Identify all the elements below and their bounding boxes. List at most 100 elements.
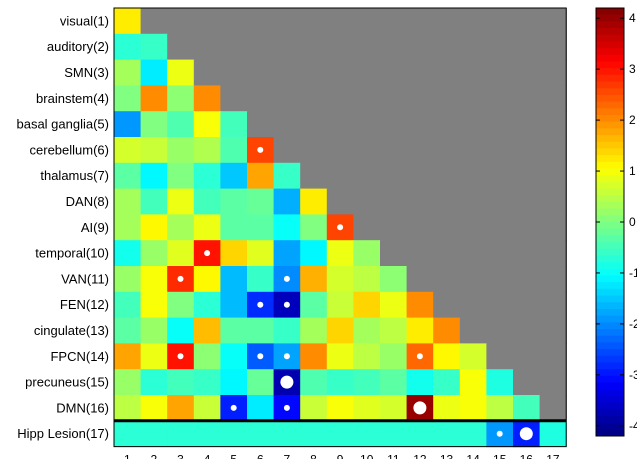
- column-label: 13: [440, 453, 454, 459]
- significance-marker: [413, 401, 427, 415]
- empty-cell: [380, 214, 408, 241]
- colorbar-tick-label: 2: [629, 113, 636, 127]
- empty-cell: [486, 33, 514, 61]
- empty-cell: [539, 111, 567, 138]
- heatmap-cell: [247, 188, 275, 215]
- heatmap-cells: [114, 8, 567, 448]
- heatmap-cell: [247, 369, 275, 396]
- empty-cell: [380, 111, 408, 138]
- colorbar-segment: [596, 195, 624, 203]
- colorbar-tick-label: 0: [629, 215, 636, 229]
- colorbar-tick-label: -4: [629, 419, 637, 433]
- column-label: 16: [520, 453, 534, 459]
- column-label: 10: [360, 453, 374, 459]
- heatmap-cell: [406, 369, 434, 396]
- heatmap-cell: [140, 420, 168, 448]
- heatmap-cell: [247, 420, 275, 448]
- heatmap-cell: [353, 395, 381, 422]
- colorbar-segment: [596, 315, 624, 323]
- empty-cell: [273, 111, 301, 138]
- empty-cell: [380, 85, 408, 112]
- heatmap-cell: [273, 240, 301, 267]
- colorbar-segment: [596, 275, 624, 283]
- heatmap-cell: [406, 291, 434, 319]
- empty-cell: [486, 111, 514, 138]
- empty-cell: [380, 240, 408, 267]
- empty-cell: [486, 8, 514, 35]
- empty-cell: [486, 214, 514, 241]
- heatmap-cell: [114, 33, 142, 61]
- heatmap-cell: [193, 343, 221, 370]
- empty-cell: [247, 33, 275, 61]
- empty-cell: [486, 188, 514, 215]
- empty-cell: [273, 137, 301, 164]
- significance-marker: [337, 224, 344, 231]
- heatmap-cell: [114, 395, 142, 422]
- heatmap-cell: [220, 266, 248, 293]
- colorbar-segment: [596, 108, 624, 116]
- empty-cell: [406, 59, 434, 86]
- row-label: DAN(8): [66, 194, 109, 209]
- empty-cell: [539, 343, 567, 370]
- colorbar-tick-label: -1: [629, 266, 637, 280]
- heatmap-cell: [300, 214, 328, 241]
- colorbar-segment: [596, 121, 624, 129]
- empty-cell: [513, 8, 541, 35]
- column-label: 11: [387, 453, 400, 459]
- empty-cell: [459, 111, 487, 138]
- heatmap-cell: [326, 266, 354, 293]
- empty-cell: [273, 8, 301, 35]
- row-label: basal ganglia(5): [16, 117, 109, 132]
- row-label: cerebellum(6): [30, 142, 109, 157]
- heatmap-cell: [353, 291, 381, 319]
- empty-cell: [193, 33, 221, 61]
- empty-cell: [486, 343, 514, 370]
- empty-cell: [539, 317, 567, 344]
- heatmap-cell: [114, 369, 142, 396]
- colorbar-segment: [596, 222, 624, 230]
- heatmap-cell: [140, 59, 168, 86]
- heatmap-cell: [140, 214, 168, 241]
- significance-marker: [283, 275, 290, 282]
- empty-cell: [406, 111, 434, 138]
- empty-cell: [220, 33, 248, 61]
- colorbar-segment: [596, 382, 624, 390]
- heatmap-cell: [326, 343, 354, 370]
- heatmap-cell: [247, 214, 275, 241]
- empty-cell: [513, 111, 541, 138]
- colorbar-segment: [596, 54, 624, 62]
- empty-cell: [513, 240, 541, 267]
- colorbar-segment: [596, 262, 624, 270]
- heatmap-cell: [380, 317, 408, 344]
- significance-marker: [416, 353, 423, 360]
- empty-cell: [380, 188, 408, 215]
- heatmap-cell: [300, 317, 328, 344]
- heatmap-cell: [114, 8, 142, 35]
- heatmap-cell: [220, 240, 248, 267]
- empty-cell: [539, 33, 567, 61]
- empty-cell: [167, 33, 195, 61]
- colorbar-tick-label: 1: [629, 164, 636, 178]
- heatmap-cell: [433, 369, 461, 396]
- empty-cell: [380, 8, 408, 35]
- heatmap-cell: [513, 395, 541, 422]
- column-label: 6: [257, 453, 264, 459]
- colorbar-segment: [596, 41, 624, 49]
- colorbar-segment: [596, 389, 624, 397]
- empty-cell: [433, 214, 461, 241]
- empty-cell: [406, 214, 434, 241]
- row-label: cingulate(13): [34, 323, 109, 338]
- empty-cell: [380, 162, 408, 190]
- column-label: 14: [466, 453, 480, 459]
- empty-cell: [300, 137, 328, 164]
- empty-cell: [300, 8, 328, 35]
- heatmap-cell: [167, 214, 195, 241]
- heatmap-cell: [167, 240, 195, 267]
- heatmap-cell: [220, 162, 248, 190]
- colorbar-tick-label: -3: [629, 368, 637, 382]
- heatmap-cell: [300, 343, 328, 370]
- heatmap-cell: [220, 291, 248, 319]
- colorbar-segment: [596, 349, 624, 357]
- heatmap-cell: [114, 188, 142, 215]
- empty-cell: [273, 33, 301, 61]
